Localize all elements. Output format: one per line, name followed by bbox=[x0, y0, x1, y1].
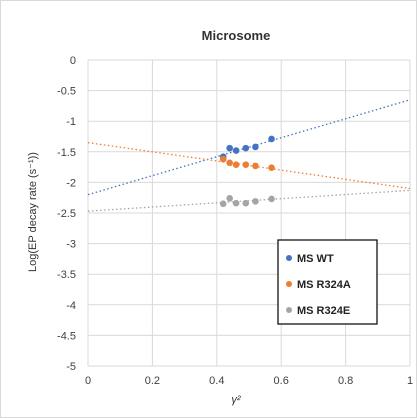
y-tick-labels: 0 -0.5 -1 -1.5 -2 -2.5 -3 -3.5 -4 -4.5 -5 bbox=[57, 55, 76, 373]
y-tick-label: -5 bbox=[66, 361, 76, 373]
y-tick-label: -3 bbox=[66, 239, 76, 251]
legend: MS WT MS R324A MS R324E bbox=[277, 239, 378, 325]
y-axis-title: Log(EP decay rate (s⁻¹)) bbox=[27, 152, 39, 272]
data-point bbox=[242, 161, 250, 168]
x-tick-label: 0 bbox=[85, 375, 91, 387]
data-point bbox=[242, 199, 250, 207]
y-tick-label: -2 bbox=[66, 177, 76, 189]
trendline bbox=[87, 189, 411, 212]
y-tick-label: 0 bbox=[70, 55, 76, 67]
x-tick-label: 0.6 bbox=[274, 375, 289, 387]
x-tick-label: 1 bbox=[407, 375, 413, 387]
legend-box bbox=[277, 239, 378, 325]
y-tick-label: -2.5 bbox=[57, 208, 76, 220]
data-point bbox=[252, 162, 259, 170]
data-point bbox=[252, 143, 259, 151]
x-tick-labels: 0 0.2 0.4 0.6 0.8 1 bbox=[85, 375, 413, 387]
data-point bbox=[252, 198, 259, 205]
legend-items: MS WT MS R324A MS R324E bbox=[286, 253, 351, 317]
y-tick-label: -1.5 bbox=[57, 147, 76, 159]
data-point bbox=[219, 200, 227, 208]
data-point bbox=[226, 144, 233, 152]
legend-marker bbox=[286, 307, 292, 313]
x-tick-label: 0.8 bbox=[338, 375, 353, 387]
data-point bbox=[219, 155, 227, 163]
x-axis-title: γ² bbox=[231, 394, 241, 406]
x-tick-label: 0.2 bbox=[145, 375, 160, 387]
legend-marker bbox=[286, 281, 292, 287]
legend-marker bbox=[286, 255, 292, 261]
data-point bbox=[268, 195, 275, 203]
y-tick-label: -4.5 bbox=[57, 330, 76, 342]
legend-label: MS R324A bbox=[297, 279, 351, 291]
trendlines bbox=[87, 99, 411, 212]
y-tick-label: -3.5 bbox=[57, 269, 76, 281]
y-tick-label: -1 bbox=[66, 116, 76, 128]
y-tick-label: -4 bbox=[66, 300, 76, 312]
legend-label: MS WT bbox=[297, 253, 334, 265]
chart-title: Microsome bbox=[202, 28, 271, 43]
data-point bbox=[232, 161, 240, 168]
data-point bbox=[226, 159, 233, 167]
data-point bbox=[232, 199, 240, 207]
data-point bbox=[268, 164, 275, 172]
data-point bbox=[242, 144, 250, 152]
y-tick-label: -0.5 bbox=[57, 86, 76, 98]
data-point bbox=[268, 135, 275, 143]
legend-label: MS R324E bbox=[297, 305, 350, 317]
data-point bbox=[226, 195, 233, 202]
data-points bbox=[219, 135, 275, 208]
data-point bbox=[232, 147, 240, 154]
x-tick-label: 0.4 bbox=[209, 375, 224, 387]
